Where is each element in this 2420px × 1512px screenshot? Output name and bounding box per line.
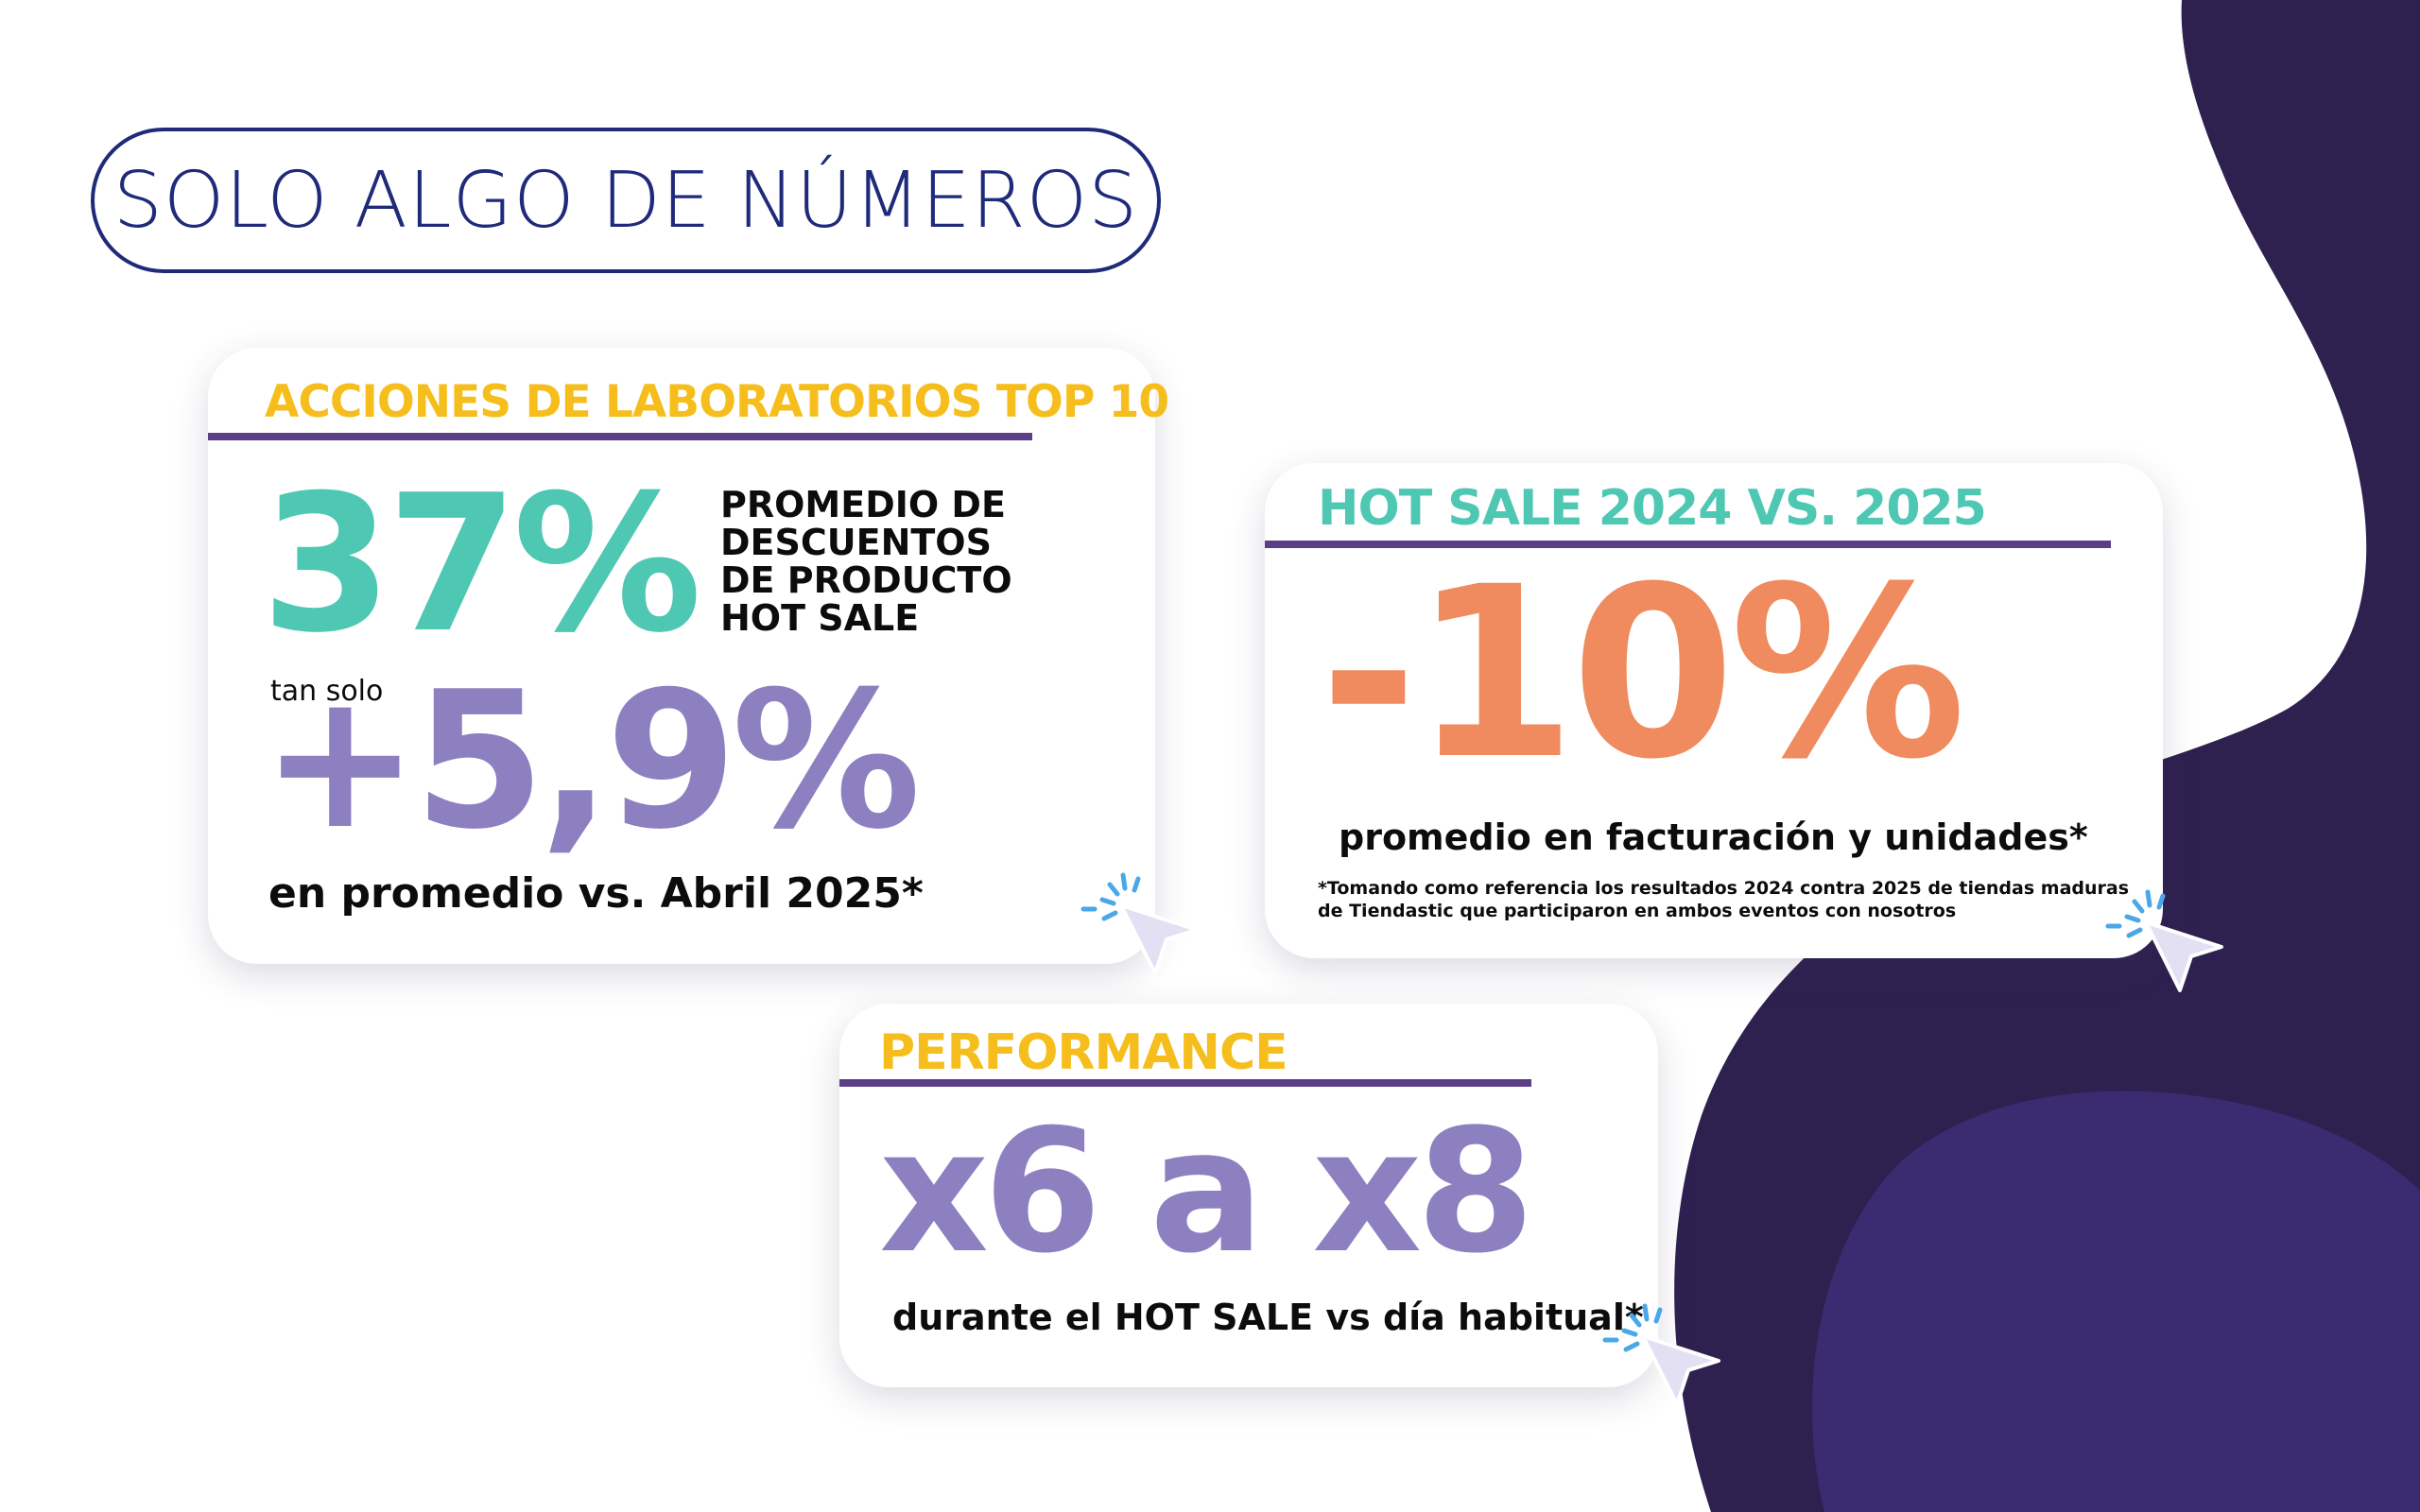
card2-big-value: -10%: [1320, 536, 1966, 811]
card1-side-line: HOT SALE: [720, 597, 920, 639]
card2-footnote-line: *Tomando como referencia los resultados …: [1318, 878, 2130, 899]
card1-side-line: DESCUENTOS: [720, 522, 992, 563]
cursor-click-icon: [2105, 889, 2223, 992]
card3-heading: PERFORMANCE: [879, 1024, 1288, 1081]
page-title-pill: SOLO ALGO DE NÚMEROS: [91, 128, 1161, 273]
card-performance: PERFORMANCE x6 a x8 durante el HOT SALE …: [839, 1004, 1658, 1387]
card1-value2: +5,9%: [261, 651, 921, 871]
card2-footnote-line: de Tiendastic que participaron en ambos …: [1318, 901, 1957, 921]
card1-rule: [208, 433, 1032, 440]
card2-rule: [1265, 541, 2111, 548]
card1-big-value: 37%: [261, 455, 702, 675]
card-laboratorios: ACCIONES DE LABORATORIOS TOP 10 37% PROM…: [208, 348, 1169, 964]
card1-small-label: tan solo: [270, 675, 384, 708]
card1-side-text: PROMEDIO DE DESCUENTOS DE PRODUCTO HOT S…: [720, 486, 1012, 637]
card-hotsale: HOT SALE 2024 VS. 2025 -10% promedio en …: [1265, 463, 2163, 958]
card3-footer: durante el HOT SALE vs día habitual*: [892, 1297, 1644, 1338]
card2-heading: HOT SALE 2024 VS. 2025: [1318, 480, 1987, 537]
card1-side-line: PROMEDIO DE: [720, 484, 1006, 525]
card2-subtitle: promedio en facturación y unidades*: [1339, 816, 2088, 858]
card1-heading: ACCIONES DE LABORATORIOS TOP 10: [265, 376, 1169, 428]
cursor-click-icon: [1602, 1303, 1720, 1406]
cursor-click-icon: [1080, 872, 1199, 975]
page-title: SOLO ALGO DE NÚMEROS: [112, 155, 1139, 246]
card3-big-value: x6 a x8: [879, 1093, 1534, 1291]
card3-rule: [839, 1079, 1531, 1087]
card2-footnote: *Tomando como referencia los resultados …: [1318, 877, 2129, 922]
card1-footer: en promedio vs. Abril 2025*: [268, 869, 924, 918]
card1-side-line: DE PRODUCTO: [720, 559, 1012, 601]
